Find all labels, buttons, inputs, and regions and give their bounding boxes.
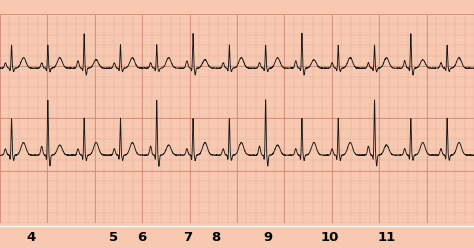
Text: 10: 10 bbox=[320, 231, 338, 244]
Text: 4: 4 bbox=[26, 231, 36, 244]
Text: 9: 9 bbox=[263, 231, 273, 244]
Text: 6: 6 bbox=[137, 231, 147, 244]
Text: 11: 11 bbox=[377, 231, 395, 244]
Text: 5: 5 bbox=[109, 231, 118, 244]
Text: 8: 8 bbox=[211, 231, 220, 244]
Text: 7: 7 bbox=[182, 231, 192, 244]
